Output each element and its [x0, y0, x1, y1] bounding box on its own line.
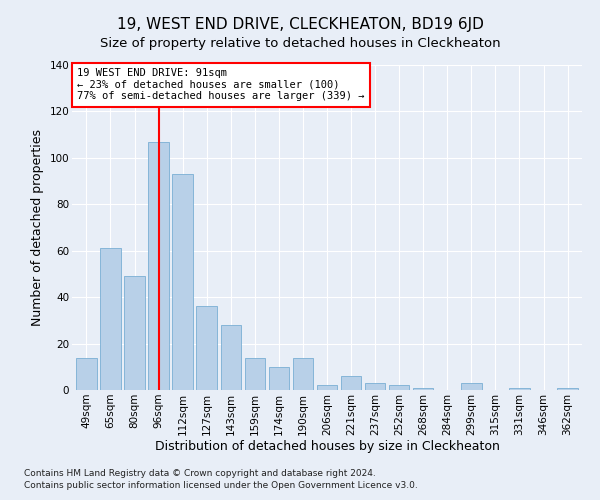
Bar: [148, 142, 169, 390]
Text: Contains public sector information licensed under the Open Government Licence v3: Contains public sector information licen…: [24, 481, 418, 490]
Bar: [196, 306, 217, 390]
Bar: [317, 386, 337, 390]
Bar: [76, 358, 97, 390]
X-axis label: Distribution of detached houses by size in Cleckheaton: Distribution of detached houses by size …: [155, 440, 499, 454]
Bar: [389, 386, 409, 390]
Bar: [365, 383, 385, 390]
Bar: [461, 383, 482, 390]
Bar: [221, 325, 241, 390]
Bar: [341, 376, 361, 390]
Text: Contains HM Land Registry data © Crown copyright and database right 2024.: Contains HM Land Registry data © Crown c…: [24, 468, 376, 477]
Bar: [172, 174, 193, 390]
Bar: [413, 388, 433, 390]
Text: 19 WEST END DRIVE: 91sqm
← 23% of detached houses are smaller (100)
77% of semi-: 19 WEST END DRIVE: 91sqm ← 23% of detach…: [77, 68, 365, 102]
Bar: [124, 276, 145, 390]
Text: Size of property relative to detached houses in Cleckheaton: Size of property relative to detached ho…: [100, 38, 500, 51]
Text: 19, WEST END DRIVE, CLECKHEATON, BD19 6JD: 19, WEST END DRIVE, CLECKHEATON, BD19 6J…: [116, 18, 484, 32]
Bar: [509, 388, 530, 390]
Y-axis label: Number of detached properties: Number of detached properties: [31, 129, 44, 326]
Bar: [100, 248, 121, 390]
Bar: [269, 367, 289, 390]
Bar: [293, 358, 313, 390]
Bar: [557, 388, 578, 390]
Bar: [245, 358, 265, 390]
